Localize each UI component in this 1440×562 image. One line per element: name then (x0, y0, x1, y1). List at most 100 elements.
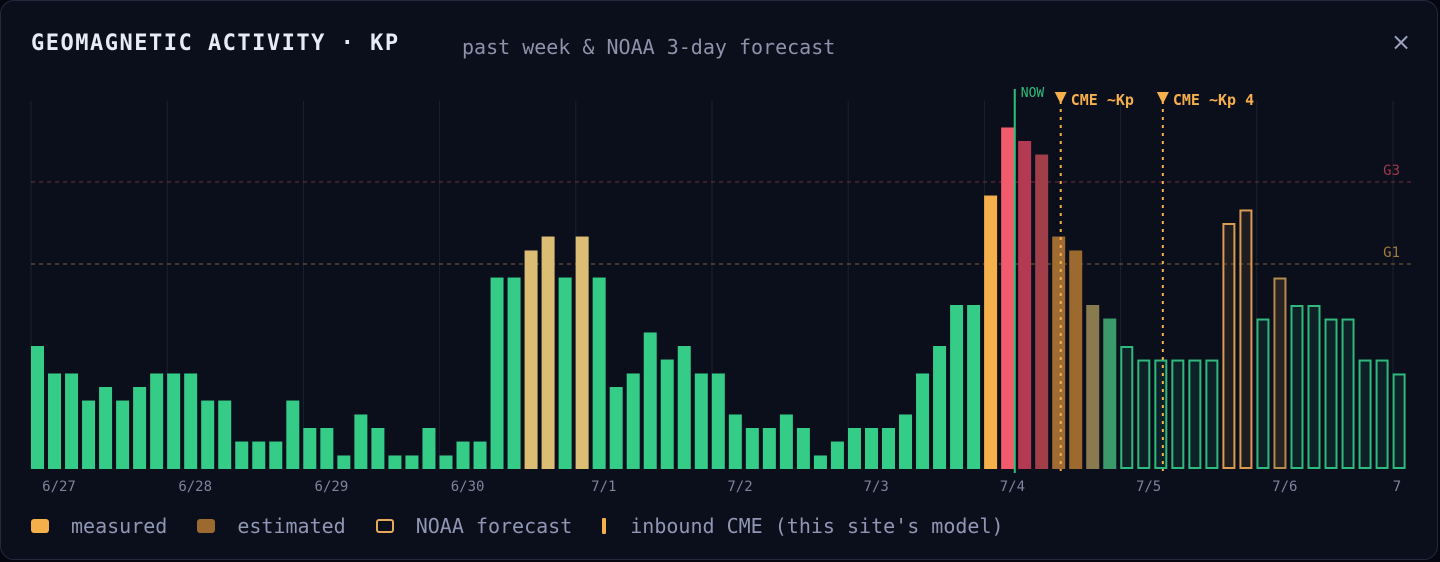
measured-bar (507, 277, 521, 469)
measured-bar (286, 400, 300, 469)
forecast-bar (1137, 359, 1151, 469)
legend-cme-label: inbound CME (this site's model) (630, 514, 1004, 538)
measured-bar (762, 428, 776, 469)
measured-bar (48, 373, 62, 469)
cme-label: CME ~Kp 4 (1173, 91, 1254, 109)
estimated-bar (1069, 250, 1083, 469)
measured-bar (933, 346, 947, 469)
measured-bar (65, 373, 79, 469)
now-label: NOW (1021, 86, 1045, 101)
measured-bar (184, 373, 198, 469)
estimated-bar (1086, 305, 1100, 469)
forecast-bar (1256, 318, 1270, 469)
panel-title: GEOMAGNETIC ACTIVITY · KP (31, 31, 400, 56)
forecast-bar (1205, 359, 1219, 469)
measured-bar (82, 400, 96, 469)
measured-bar (967, 305, 981, 469)
kp-chart: 6/27 6/28 6/29 6/30 7/1 7/2 7/3 7/4 7/5 7/6 7 G3 G1 N… (30, 86, 1411, 495)
x-tick-label: 6/29 (315, 479, 349, 495)
measured-bar (320, 428, 334, 469)
measured-bar (847, 428, 861, 469)
measured-bar (388, 455, 402, 469)
measured-bar (201, 400, 215, 469)
forecast-swatch (375, 519, 394, 533)
estimated-bar (1103, 318, 1117, 469)
measured-bar (609, 387, 623, 469)
forecast-bar (1222, 223, 1236, 469)
cme-marker-icon (1054, 92, 1067, 104)
measured-bar (303, 428, 317, 469)
measured-bar (405, 455, 419, 469)
measured-bar (150, 373, 164, 469)
x-tick-label: 6/27 (42, 479, 76, 495)
measured-bar (541, 236, 555, 469)
measured-bar (116, 400, 130, 469)
forecast-bar (1375, 359, 1389, 469)
x-tick-label: 7/3 (864, 479, 889, 495)
forecast-bar (1341, 318, 1355, 469)
measured-bar (660, 359, 674, 469)
forecast-bar (1239, 209, 1253, 469)
measured-bar (592, 277, 606, 469)
x-tick-label: 6/30 (451, 479, 485, 495)
threshold-label: G1 (1383, 245, 1400, 261)
forecast-bar (1154, 359, 1168, 469)
legend-estimated-label: estimated (237, 514, 346, 538)
forecast-bar (1120, 346, 1134, 469)
forecast-bar (1290, 305, 1304, 469)
measured-bar (490, 277, 504, 469)
x-tick-label: 7 (1393, 479, 1401, 495)
measured-bar (1001, 127, 1015, 469)
x-tick-label: 7/1 (591, 479, 616, 495)
measured-bar (422, 428, 436, 469)
threshold-label: G3 (1383, 163, 1400, 179)
close-button[interactable]: × (1390, 28, 1412, 56)
measured-bar (439, 455, 453, 469)
measured-bar (473, 441, 487, 469)
measured-bar (524, 250, 538, 469)
measured-bar (711, 373, 725, 469)
measured-bar (456, 441, 470, 469)
legend-item-cme: inbound CME (this site's model) (602, 514, 1004, 538)
measured-bar (779, 414, 793, 469)
forecast-bar (1188, 359, 1202, 469)
measured-bar (371, 428, 385, 469)
measured-swatch (31, 519, 49, 533)
measured-bar (813, 455, 827, 469)
forecast-bar (1171, 359, 1185, 469)
forecast-bar (1273, 277, 1287, 469)
x-tick-label: 7/4 (1000, 479, 1025, 495)
legend-forecast-label: NOAA forecast (415, 514, 573, 538)
legend-measured-label: measured (71, 514, 168, 538)
legend: measured estimated NOAA forecast inbound… (31, 513, 1034, 539)
legend-item-forecast: NOAA forecast (375, 514, 573, 538)
measured-bar (643, 332, 657, 469)
forecast-bar (1307, 305, 1321, 469)
x-tick-label: 7/5 (1136, 479, 1161, 495)
cme-marker-icon (1156, 92, 1169, 104)
measured-bar (167, 373, 181, 469)
measured-bar (830, 441, 844, 469)
measured-bar (133, 387, 147, 469)
measured-bar (218, 400, 232, 469)
measured-bar (916, 373, 930, 469)
measured-bar (337, 455, 351, 469)
measured-bar (984, 195, 998, 469)
measured-bar (269, 441, 283, 469)
measured-bar (626, 373, 640, 469)
measured-bar (354, 414, 368, 469)
measured-bar (950, 305, 964, 469)
x-tick-label: 7/6 (1272, 479, 1297, 495)
estimated-bar (1018, 141, 1032, 469)
estimated-swatch (197, 519, 216, 533)
legend-item-measured: measured (31, 514, 167, 538)
cme-swatch (602, 518, 607, 534)
measured-bar (31, 346, 44, 469)
estimated-bar (1035, 154, 1049, 469)
forecast-bar (1392, 373, 1406, 469)
measured-bar (728, 414, 742, 469)
panel-subtitle: past week & NOAA 3-day forecast (462, 35, 836, 59)
measured-bar (99, 387, 113, 469)
cme-label: CME ~Kp (1071, 91, 1134, 109)
